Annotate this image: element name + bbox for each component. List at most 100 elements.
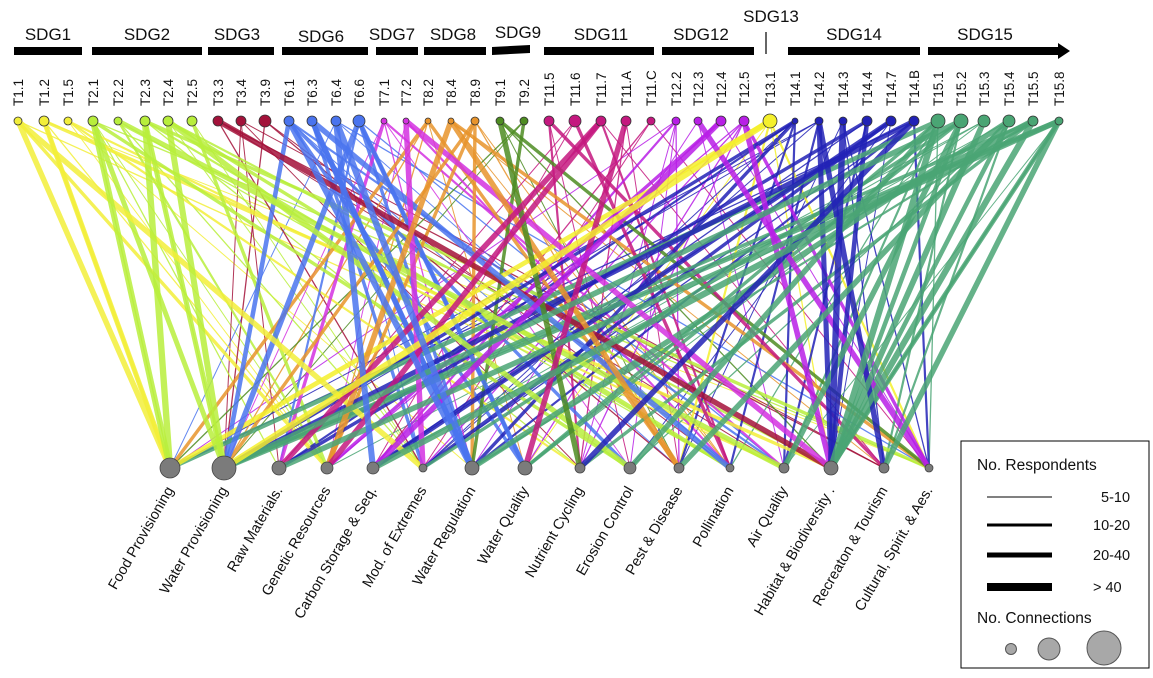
target-label: T14.4 (860, 71, 875, 106)
target-node (330, 115, 342, 127)
legend: No. Respondents 5-10 10-20 20-40 > 40 No… (960, 440, 1150, 669)
target-label: T2.3 (138, 79, 153, 106)
connection-link (816, 118, 834, 471)
target-label: T2.2 (111, 79, 126, 106)
target-node (1002, 114, 1016, 128)
connection-link (66, 119, 786, 470)
sdg-bar (92, 47, 202, 55)
connection-link (285, 117, 476, 472)
connection-link (677, 119, 772, 470)
target-node (38, 115, 50, 127)
legend-label-over-40: > 40 (1093, 580, 1122, 596)
target-label: T14.7 (884, 71, 899, 106)
connection-link (143, 119, 931, 470)
sdg-label: SDG15 (957, 25, 1013, 44)
connection-link (332, 117, 377, 472)
legend-circle-small (1005, 643, 1017, 655)
sdg-bar (788, 47, 920, 55)
target-label: T1.1 (11, 79, 26, 106)
target-label: T6.1 (282, 79, 297, 106)
connection-link (769, 120, 832, 469)
connection-link (217, 120, 424, 469)
target-label: T3.3 (211, 79, 226, 106)
target-node (568, 114, 582, 128)
connection-link (497, 118, 583, 471)
connection-link (579, 120, 745, 469)
sdg-label: SDG11 (574, 25, 629, 44)
target-label: T11.C (644, 70, 659, 106)
connection-link (223, 120, 429, 469)
connection-link (842, 120, 885, 469)
target-label: T8.4 (444, 78, 459, 106)
sdg-label: SDG7 (369, 25, 415, 44)
connection-link (220, 117, 774, 472)
ecosystem-service-label: Water Quality (475, 483, 533, 567)
sdg-bar (376, 47, 418, 55)
connection-link (15, 118, 426, 471)
target-node (671, 116, 681, 126)
connection-link (15, 118, 173, 471)
sdg-label: SDG6 (298, 27, 344, 46)
target-node (861, 115, 873, 127)
ecosystem-service-node (464, 460, 480, 476)
connection-link (89, 117, 174, 472)
target-label: T11.7 (594, 72, 609, 106)
connection-link (522, 118, 629, 471)
ecosystem-service-label: Air Quality (744, 483, 792, 550)
sdg-label: SDG13 (743, 7, 799, 26)
target-label: T6.6 (352, 79, 367, 106)
target-label: T12.3 (691, 71, 706, 106)
connection-link (167, 120, 424, 469)
sdg-bar (544, 47, 654, 55)
connection-link (276, 118, 604, 471)
sdg-bar (928, 47, 1060, 55)
sdg-bar (282, 47, 368, 55)
ecosystem-service-node (574, 462, 586, 474)
target-label: T15.2 (954, 71, 969, 106)
sdg-label: SDG2 (124, 25, 170, 44)
connection-link (627, 118, 941, 471)
target-label: T14.2 (812, 71, 827, 106)
ecosystem-service-node (924, 463, 934, 473)
target-label: T12.4 (714, 71, 729, 106)
target-node (977, 114, 991, 128)
ecosystem-service-node (725, 463, 735, 473)
connection-link (115, 118, 787, 471)
ecosystem-service-node (623, 461, 637, 475)
target-node (87, 115, 99, 127)
target-label: T7.2 (399, 79, 414, 106)
ecosystem-service-node (271, 460, 287, 476)
sdg-bar-arrowhead (1058, 43, 1070, 59)
connection-link (370, 118, 894, 471)
target-label: T14.1 (788, 71, 803, 106)
connection-link (16, 119, 329, 470)
target-label: T14.3 (836, 71, 851, 106)
target-label: T15.3 (977, 71, 992, 106)
connection-link (403, 118, 834, 471)
target-labels: T1.1 T1.2 T1.5 T2.1 T2.2 T2.3 T2.4 T2.5 T3.3 T3.4… (11, 70, 1067, 106)
target-label: T15.5 (1026, 71, 1041, 106)
connection-link (142, 118, 227, 471)
target-label: T2.1 (86, 79, 101, 106)
connection-link (828, 118, 1012, 471)
ecosystem-service-node (778, 462, 790, 474)
connection-link (167, 118, 773, 471)
connection-link (221, 118, 917, 471)
sdg-group-labels: SDG1 SDG2 SDG3 SDG6 SDG7 SDG8 SDG9 SDG11… (25, 7, 1013, 46)
target-label: T15.1 (931, 71, 946, 106)
target-node (13, 116, 23, 126)
target-node (908, 115, 920, 127)
connection-link (92, 120, 328, 469)
connection-link (309, 118, 733, 471)
connection-link (324, 118, 604, 471)
ecosystem-service-label: Cultural, Spirit. & Aes. (852, 484, 936, 614)
target-node (447, 117, 455, 125)
connection-link (828, 118, 1062, 471)
target-node (738, 115, 750, 127)
target-label: T11.A (619, 71, 634, 106)
sdg-bar (492, 45, 530, 55)
connection-link (782, 119, 940, 470)
target-node (380, 117, 388, 125)
connection-link (676, 118, 1012, 471)
target-node (646, 116, 656, 126)
